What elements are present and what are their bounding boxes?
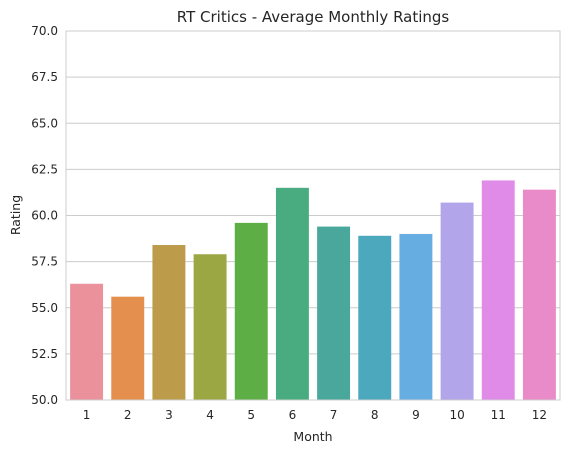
x-tick-label: 8 xyxy=(371,408,379,422)
y-axis-label: Rating xyxy=(8,195,23,235)
bar-month-1 xyxy=(70,283,104,400)
y-axis-ticks: 50.0 52.5 55.0 57.5 60.0 62.5 65.0 67.5 70.0 xyxy=(31,24,58,407)
x-tick-label: 5 xyxy=(247,408,255,422)
y-tick-label: 70.0 xyxy=(31,24,58,38)
x-tick-label: 11 xyxy=(491,408,506,422)
y-tick-label: 55.0 xyxy=(31,301,58,315)
bars xyxy=(70,180,556,400)
bar-month-8 xyxy=(358,235,392,400)
bar-month-3 xyxy=(152,245,186,400)
y-tick-label: 65.0 xyxy=(31,116,58,130)
bar-month-2 xyxy=(111,296,145,400)
x-axis-ticks: 1 2 3 4 5 6 7 8 9 10 11 12 xyxy=(83,408,547,422)
x-tick-label: 3 xyxy=(165,408,173,422)
x-tick-label: 2 xyxy=(124,408,132,422)
bar-month-12 xyxy=(522,189,556,400)
y-tick-label: 52.5 xyxy=(31,347,58,361)
bar-month-9 xyxy=(399,233,433,400)
x-tick-label: 6 xyxy=(289,408,297,422)
bar-month-4 xyxy=(193,254,227,400)
bar-month-10 xyxy=(440,202,474,400)
bar-month-6 xyxy=(275,187,309,400)
x-axis-label: Month xyxy=(293,429,332,444)
bar-month-5 xyxy=(234,222,268,400)
x-tick-label: 4 xyxy=(206,408,214,422)
x-tick-label: 9 xyxy=(412,408,420,422)
bar-month-11 xyxy=(481,180,515,400)
x-tick-label: 1 xyxy=(83,408,91,422)
x-tick-label: 7 xyxy=(330,408,338,422)
y-tick-label: 62.5 xyxy=(31,162,58,176)
plot-frame xyxy=(65,30,561,401)
y-tick-label: 50.0 xyxy=(31,393,58,407)
x-tick-label: 10 xyxy=(449,408,464,422)
x-tick-label: 12 xyxy=(532,408,547,422)
y-tick-label: 57.5 xyxy=(31,255,58,269)
bar-month-7 xyxy=(317,226,351,400)
y-tick-label: 60.0 xyxy=(31,209,58,223)
chart-title: RT Critics - Average Monthly Ratings xyxy=(177,8,450,26)
y-tick-label: 67.5 xyxy=(31,70,58,84)
